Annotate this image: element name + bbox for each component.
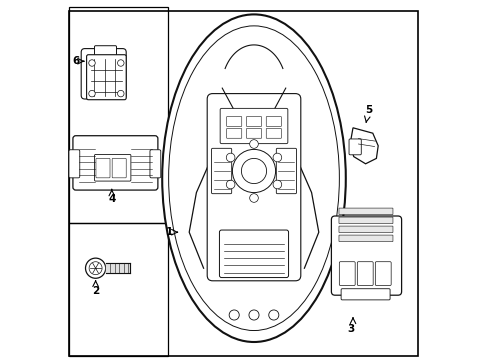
Circle shape xyxy=(232,149,275,193)
Circle shape xyxy=(118,60,124,66)
Text: 6: 6 xyxy=(72,56,79,66)
FancyBboxPatch shape xyxy=(339,262,355,285)
FancyBboxPatch shape xyxy=(212,148,232,194)
FancyBboxPatch shape xyxy=(349,139,361,155)
FancyBboxPatch shape xyxy=(339,217,393,224)
Circle shape xyxy=(226,180,235,189)
FancyBboxPatch shape xyxy=(87,55,126,100)
FancyBboxPatch shape xyxy=(207,94,301,281)
Ellipse shape xyxy=(162,14,346,342)
FancyBboxPatch shape xyxy=(95,154,131,181)
FancyBboxPatch shape xyxy=(73,136,158,190)
Bar xyxy=(69,7,168,223)
Polygon shape xyxy=(350,128,378,164)
Text: 5: 5 xyxy=(366,105,373,115)
FancyBboxPatch shape xyxy=(69,150,80,178)
FancyBboxPatch shape xyxy=(357,262,373,285)
Circle shape xyxy=(242,158,267,184)
FancyBboxPatch shape xyxy=(375,262,391,285)
FancyBboxPatch shape xyxy=(339,208,393,215)
Bar xyxy=(69,223,168,356)
Circle shape xyxy=(86,258,106,278)
FancyBboxPatch shape xyxy=(339,235,393,242)
Circle shape xyxy=(273,180,282,189)
Circle shape xyxy=(89,262,102,275)
FancyBboxPatch shape xyxy=(150,150,161,178)
Circle shape xyxy=(250,194,258,202)
FancyBboxPatch shape xyxy=(339,226,393,233)
FancyBboxPatch shape xyxy=(341,289,390,300)
Circle shape xyxy=(249,310,259,320)
FancyBboxPatch shape xyxy=(276,148,296,194)
Text: 3: 3 xyxy=(347,324,355,334)
Text: 4: 4 xyxy=(108,194,116,204)
Ellipse shape xyxy=(169,26,340,330)
Circle shape xyxy=(89,90,95,97)
Text: 1: 1 xyxy=(166,227,173,237)
FancyBboxPatch shape xyxy=(95,46,117,56)
Circle shape xyxy=(250,140,258,148)
Circle shape xyxy=(273,153,282,162)
Circle shape xyxy=(226,153,235,162)
FancyBboxPatch shape xyxy=(220,108,288,144)
Circle shape xyxy=(118,90,124,97)
FancyBboxPatch shape xyxy=(81,49,126,99)
FancyBboxPatch shape xyxy=(220,230,289,278)
Circle shape xyxy=(229,310,239,320)
Circle shape xyxy=(89,60,95,66)
Circle shape xyxy=(269,310,279,320)
Text: 2: 2 xyxy=(92,286,99,296)
FancyBboxPatch shape xyxy=(331,216,402,295)
